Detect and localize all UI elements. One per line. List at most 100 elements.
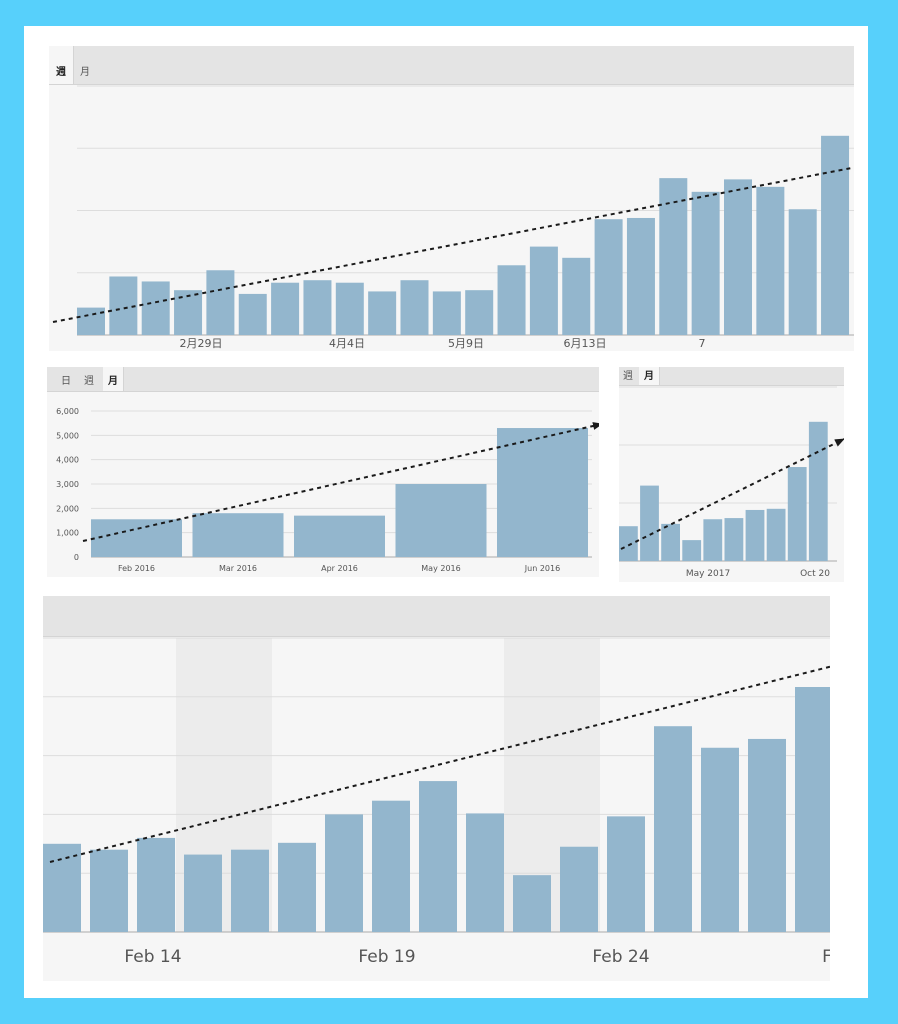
small-tab-bar: 週 月: [619, 367, 844, 386]
bar-apr-2016: [294, 515, 385, 557]
bar-w20: [691, 191, 720, 335]
bar-feb-14: [90, 849, 128, 932]
weekly-bar-chart: 2月29日 4月4日 5月9日 6月13日 7: [52, 85, 854, 350]
trend-arrow: [620, 438, 844, 550]
x-tick-label: Mar 2016: [219, 564, 257, 573]
weekly-tab-bar: 週 月: [49, 46, 854, 85]
x-tick-label: 6月13日: [564, 337, 607, 350]
bar-feb-19: [325, 814, 363, 932]
bar-feb-27: [701, 747, 739, 932]
monthly-bar-chart: 0 1,000 2,000 3,000 4,000 5,000 6,000 Feb 2016 M…: [56, 407, 599, 573]
x-tick-label: 4月4日: [329, 337, 365, 350]
trend-arrow: [82, 422, 599, 542]
y-tick-label: 2,000: [56, 504, 79, 513]
bar-may-2016: [395, 484, 487, 557]
bar-feb-2016: [91, 519, 182, 557]
bar-w13: [465, 290, 494, 335]
y-tick-label: 1,000: [56, 529, 79, 538]
x-tick-label: 2月29日: [180, 337, 223, 350]
x-tick-label: Feb 2016: [118, 564, 155, 573]
bar-w24: [821, 135, 850, 335]
bar-m8: [766, 508, 786, 561]
bar-feb-15: [137, 837, 175, 932]
x-tick-label: Jun 2016: [524, 564, 560, 573]
bar-m3: [661, 523, 680, 561]
y-tick-label: 4,000: [56, 456, 79, 465]
bar-feb-18: [278, 842, 316, 932]
y-tick-label: 0: [74, 553, 79, 562]
x-tick-label: 7: [699, 337, 706, 350]
weekly-chart-panel: 週 月 2月29日 4月4日 5月9日 6月13日 7: [49, 46, 854, 351]
bar-mar-1: [795, 687, 830, 932]
x-tick-label: Feb 19: [358, 947, 415, 967]
bar-w22: [756, 186, 785, 335]
bar-w11: [400, 280, 429, 335]
bar-w19: [659, 178, 688, 335]
x-tick-label: May 2016: [421, 564, 460, 573]
bar-w23: [788, 209, 817, 335]
bar-w10: [368, 291, 397, 335]
x-tick-label: 5月9日: [448, 337, 484, 350]
tab-week[interactable]: 週: [84, 376, 94, 387]
y-tick-label: 6,000: [56, 407, 79, 416]
tab-month[interactable]: 月: [80, 67, 90, 78]
bar-m1: [619, 526, 638, 561]
y-tick-label: 5,000: [56, 431, 79, 440]
monthly-chart-panel: 日 週 月 0 1,000 2,000 3,000 4,000 5,000 6,000 Feb…: [47, 367, 599, 577]
small-bar-chart: May 2017 Oct 20: [619, 386, 844, 579]
bar-m2: [640, 485, 659, 561]
bar-m9: [787, 467, 807, 561]
bar-w21: [724, 179, 752, 335]
trend-arrow: [52, 166, 854, 323]
bar-w12: [432, 291, 461, 335]
x-tick-label: Feb 24: [592, 947, 649, 967]
bar-feb-28: [748, 738, 786, 932]
bar-feb-22: [466, 813, 504, 932]
tab-week[interactable]: 週: [623, 371, 633, 382]
bar-feb-16: [184, 854, 222, 932]
bar-m4: [682, 540, 702, 561]
bar-w7: [271, 282, 300, 335]
tab-week[interactable]: 週: [49, 46, 74, 84]
bar-w15: [529, 246, 558, 335]
tab-month[interactable]: 月: [639, 367, 660, 385]
trend-arrow: [49, 665, 830, 863]
bar-feb-20: [372, 800, 410, 932]
bar-feb-25: [607, 816, 645, 932]
bar-feb-23: [513, 875, 551, 932]
bar-w16: [562, 257, 591, 335]
bar-feb-24: [560, 846, 598, 932]
screenshot-card: 週 月 2月29日 4月4日 5月9日 6月13日 7 日 週 月 0 1,000 2,00…: [24, 26, 868, 998]
bar-w3: [141, 281, 170, 335]
tab-day[interactable]: 日: [61, 376, 71, 387]
bar-w14: [497, 265, 526, 335]
bar-m7: [745, 509, 765, 561]
tab-month[interactable]: 月: [103, 367, 124, 391]
x-tick-label: Feb 14: [124, 947, 181, 967]
bar-jun-2016: [497, 428, 588, 557]
bar-w18: [626, 217, 655, 335]
bar-feb-17: [231, 849, 269, 932]
bar-w1: [77, 307, 105, 335]
bar-w8: [303, 280, 332, 335]
bar-m5: [703, 519, 723, 561]
bar-mar-2016: [192, 513, 284, 557]
y-tick-label: 3,000: [56, 480, 79, 489]
bar-w17: [594, 219, 623, 335]
x-tick-label: May 2017: [686, 569, 730, 579]
monthly-tab-bar: 日 週 月: [47, 367, 599, 392]
daily-tab-bar: [43, 596, 830, 637]
bar-w6: [238, 293, 267, 335]
x-tick-label: Oct 20: [800, 569, 830, 579]
bar-m6: [724, 518, 744, 561]
bar-feb-13: [43, 843, 81, 932]
x-tick-label: Apr 2016: [321, 564, 358, 573]
bar-feb-21: [419, 781, 457, 932]
small-chart-panel: 週 月 May 2017 Oct 20: [619, 367, 844, 582]
bar-w9: [335, 282, 364, 335]
bar-feb-26: [654, 726, 692, 932]
daily-bar-chart: Feb 14 Feb 19 Feb 24 F: [43, 637, 830, 967]
daily-chart-panel: Feb 14 Feb 19 Feb 24 F: [43, 596, 830, 981]
bar-m10: [808, 421, 828, 561]
x-tick-label: F: [822, 947, 830, 967]
